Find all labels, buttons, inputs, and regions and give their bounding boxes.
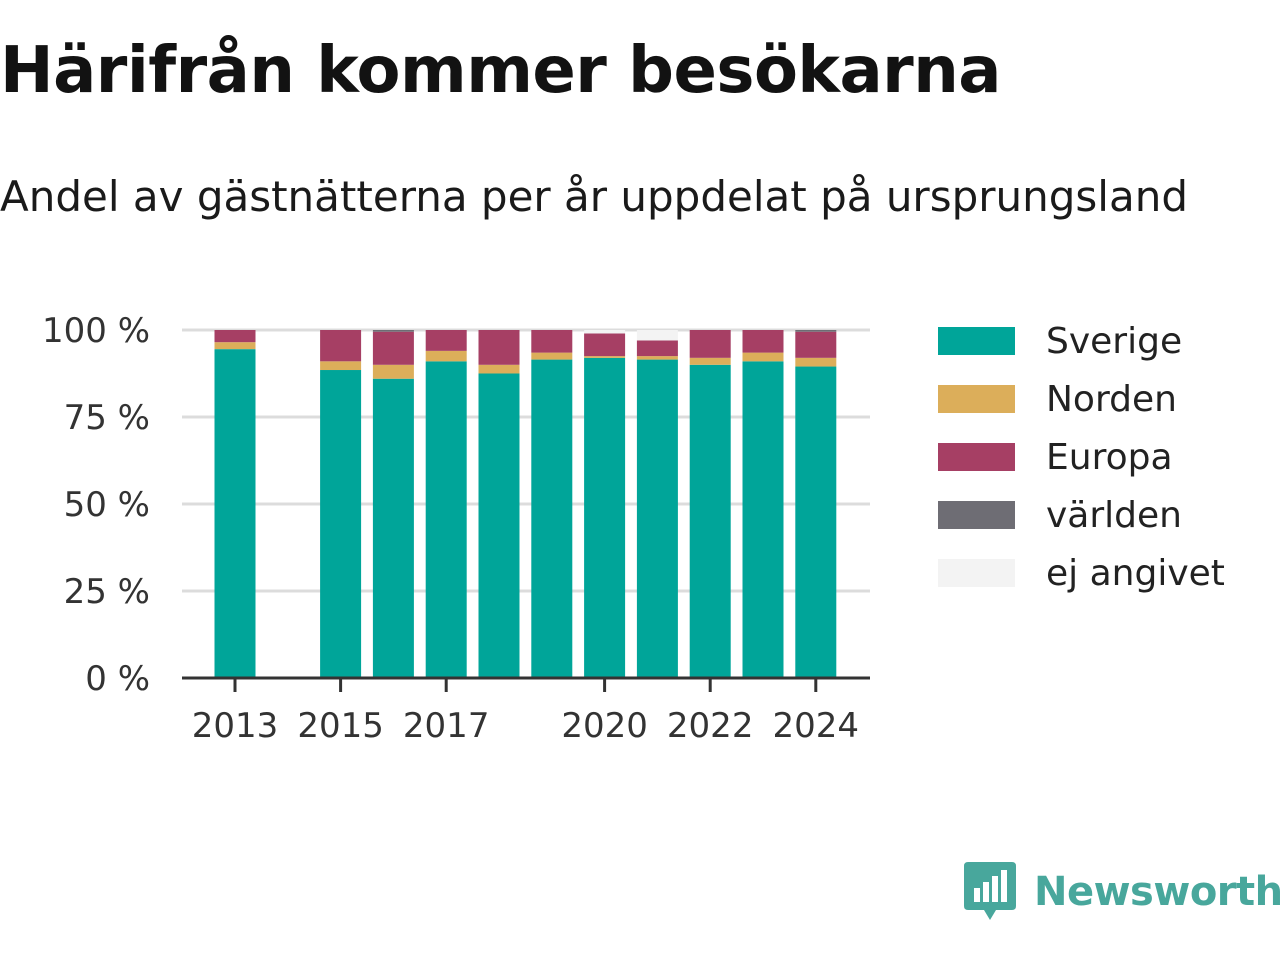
x-tick-label: 2020 [561, 706, 648, 746]
bar-segment-världen-2016 [372, 330, 414, 332]
bar-segment-europa-2017 [425, 330, 467, 351]
legend-label: Norden [1046, 378, 1177, 420]
x-tick-label: 2013 [192, 706, 279, 746]
bar-segment-sverige-2017 [425, 361, 467, 678]
legend-item: ej angivet [938, 544, 1225, 602]
y-tick-label: 0 % [85, 659, 150, 699]
bar-segment-norden-2015 [320, 361, 362, 371]
bar-segment-europa-2015 [320, 330, 362, 362]
legend-label: Europa [1046, 436, 1173, 478]
bar-segment-europa-2021 [636, 340, 678, 357]
x-tick-label: 2022 [667, 706, 754, 746]
bar-segment-europa-2019 [531, 330, 573, 353]
legend-swatch [938, 559, 1015, 587]
y-tick-label: 25 % [64, 572, 150, 612]
chart-title: Härifrån kommer besökarna [0, 34, 1001, 108]
bar-segment-ej-angivet-2021 [636, 330, 678, 341]
bar-segment-norden-2013 [214, 342, 256, 350]
bar-segment-norden-2016 [372, 364, 414, 379]
y-tick-label: 100 % [42, 311, 150, 351]
legend-item: världen [938, 486, 1225, 544]
bar-segment-sverige-2023 [742, 361, 784, 678]
bar-segment-sverige-2019 [531, 359, 573, 678]
bar-segment-europa-2022 [689, 330, 731, 358]
legend-item: Europa [938, 428, 1225, 486]
legend-swatch [938, 327, 1015, 355]
bar-segment-norden-2024 [795, 357, 837, 367]
legend-swatch [938, 501, 1015, 529]
bar-segment-världen-2024 [795, 330, 837, 332]
bar-segment-sverige-2020 [584, 357, 626, 678]
bar-segment-norden-2018 [478, 364, 520, 374]
y-tick-label: 50 % [64, 485, 150, 525]
x-tick-label: 2017 [403, 706, 490, 746]
bar-segment-sverige-2021 [636, 359, 678, 678]
bar-segment-sverige-2022 [689, 364, 731, 678]
bar-segment-europa-2020 [584, 333, 626, 357]
bar-segment-norden-2023 [742, 352, 784, 362]
y-tick-label: 75 % [64, 398, 150, 438]
bar-segment-europa-2018 [478, 330, 520, 365]
bar-segment-norden-2017 [425, 350, 467, 362]
x-tick-label: 2024 [773, 706, 860, 746]
bar-segment-norden-2019 [531, 352, 573, 360]
bar-segment-europa-2016 [372, 331, 414, 365]
legend-label: Sverige [1046, 320, 1183, 362]
legend-swatch [938, 443, 1015, 471]
bar-segment-norden-2022 [689, 357, 731, 365]
newsworthy-logo-icon [964, 862, 1016, 920]
bar-segment-sverige-2024 [795, 366, 837, 678]
bars [214, 330, 837, 678]
bar-segment-europa-2023 [742, 330, 784, 353]
legend-label: världen [1046, 494, 1182, 536]
bar-segment-ej-angivet-2020 [584, 330, 626, 334]
bar-segment-norden-2021 [636, 356, 678, 360]
bar-segment-norden-2020 [584, 356, 626, 358]
bar-segment-sverige-2015 [320, 370, 362, 678]
chart-legend: Sverige Norden Europa världen ej angivet [938, 312, 1225, 602]
bar-segment-sverige-2018 [478, 373, 520, 678]
legend-item: Sverige [938, 312, 1225, 370]
bar-segment-sverige-2016 [372, 378, 414, 678]
brand-logo: Newsworthy [964, 862, 1280, 922]
legend-item: Norden [938, 370, 1225, 428]
chart-subtitle: Andel av gästnätterna per år uppdelat på… [0, 172, 1188, 221]
bar-segment-europa-2024 [795, 331, 837, 358]
axes: 0 % 25 % 50 % 75 % 100 % 2013 2015 2017 2020 2022… [42, 311, 870, 746]
brand-name: Newsworthy [1034, 869, 1280, 915]
bar-segment-europa-2013 [214, 330, 256, 343]
legend-label: ej angivet [1046, 552, 1225, 594]
legend-swatch [938, 385, 1015, 413]
x-tick-label: 2015 [297, 706, 384, 746]
bar-segment-sverige-2013 [214, 349, 256, 678]
